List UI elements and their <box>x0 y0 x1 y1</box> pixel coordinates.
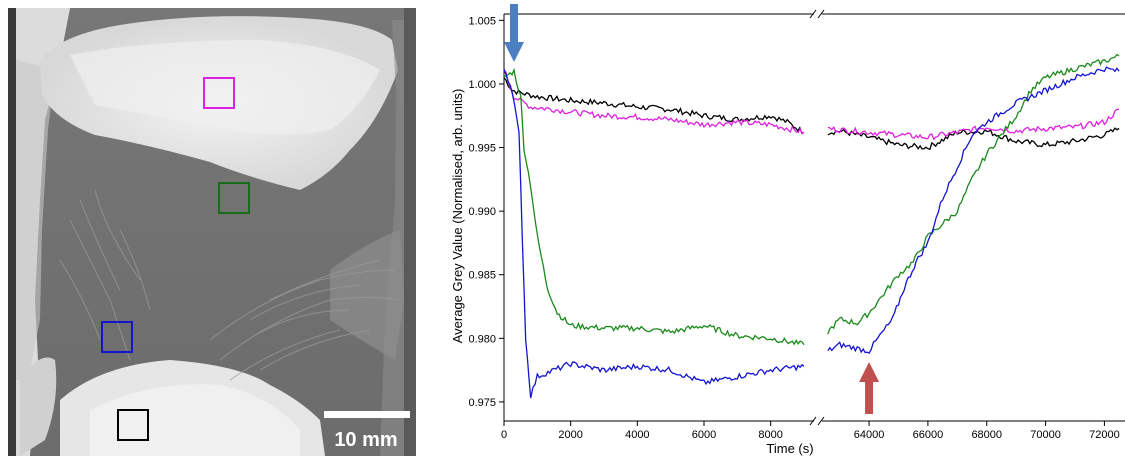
series-line-2-segment-0 <box>503 67 805 346</box>
micrograph-image <box>8 8 416 456</box>
series-line-3-segment-1 <box>827 66 1120 355</box>
y-tick-label: 0.995 <box>468 143 496 155</box>
series-line-1-segment-1 <box>827 108 1120 141</box>
series-line-2-segment-1 <box>827 53 1120 335</box>
x-tick-label: 8000 <box>758 429 782 441</box>
series-line-0-segment-1 <box>827 127 1120 151</box>
y-tick-label: 1.000 <box>468 79 496 91</box>
x-tick-label: 64000 <box>854 429 885 441</box>
y-tick-label: 0.985 <box>468 270 496 282</box>
y-ticks: 0.975 0.980 0.985 0.990 0.995 1.000 1.005 <box>468 15 504 409</box>
x-tick-label: 66000 <box>913 429 944 441</box>
series-line-0-segment-0 <box>503 77 805 135</box>
x-tick-label: 68000 <box>971 429 1002 441</box>
y-tick-label: 0.990 <box>468 206 496 218</box>
series-line-3-segment-0 <box>503 68 805 399</box>
y-axis-label: Average Grey Value (Normalised, arb. uni… <box>450 89 465 344</box>
annotation-layer <box>504 4 880 414</box>
arrow-up-icon <box>859 362 880 414</box>
y-tick-label: 0.980 <box>468 333 496 345</box>
axis-break-bottom <box>809 416 825 426</box>
line-chart: 0.975 0.980 0.985 0.990 0.995 1.000 1.005 0 200… <box>450 4 1125 456</box>
y-tick-label: 1.005 <box>468 15 496 27</box>
axis-break-top <box>809 9 825 19</box>
x-tick-label: 6000 <box>692 429 716 441</box>
x-tick-label: 0 <box>501 429 507 441</box>
roi-box-green <box>218 182 250 214</box>
x-tick-label: 72000 <box>1089 429 1120 441</box>
x-tick-label: 70000 <box>1030 429 1061 441</box>
arrow-down-icon <box>504 4 524 62</box>
x-ticks: 0 2000 4000 6000 8000 64000 66000 68000 70000 720… <box>501 421 1120 441</box>
scale-bar-label: 10 mm <box>334 429 397 451</box>
x-tick-label: 4000 <box>625 429 649 441</box>
roi-box-blue <box>101 321 133 353</box>
x-axis-label: Time (s) <box>766 441 813 456</box>
series-layer <box>503 53 1120 399</box>
y-tick-label: 0.975 <box>468 397 496 409</box>
series-line-1-segment-0 <box>503 70 805 135</box>
scale-bar <box>324 411 410 418</box>
x-tick-label: 2000 <box>558 429 582 441</box>
roi-box-magenta <box>203 77 235 109</box>
roi-box-black <box>117 409 149 441</box>
